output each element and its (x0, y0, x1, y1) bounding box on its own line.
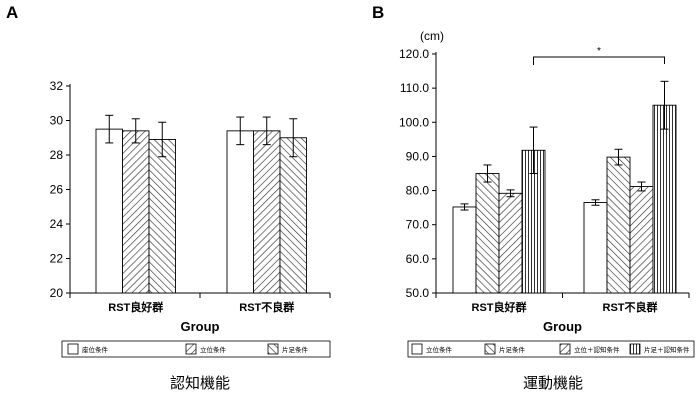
y-tick-label: 30 (50, 114, 64, 128)
bar (226, 130, 254, 294)
bar (279, 137, 307, 294)
bar (253, 130, 281, 294)
category-label: RST不良群 (603, 300, 658, 314)
y-tick-label: 100.0 (399, 115, 429, 129)
y-tick-label: 110.0 (400, 81, 429, 95)
legend-label: 片足条件 (499, 345, 526, 354)
significance-bracket (533, 56, 665, 65)
y-unit-label: (cm) (420, 29, 444, 43)
category-label: RST不良群 (239, 300, 294, 314)
bar (475, 173, 500, 294)
legend-swatch (629, 343, 641, 355)
legend-label: 座位条件 (82, 345, 109, 354)
legend-swatch (411, 343, 423, 355)
legend-label: 立位条件 (426, 345, 453, 354)
bar (583, 202, 608, 294)
y-tick-label: 26 (50, 183, 64, 197)
y-tick-label: 70.0 (406, 218, 430, 232)
y-tick-label: 50.0 (406, 286, 430, 300)
legend-swatch (185, 343, 197, 355)
legend-swatch (267, 343, 279, 355)
legend-label: 立位＋認知条件 (574, 345, 620, 354)
legend-swatch (484, 343, 496, 355)
panel-letter: A (6, 3, 18, 22)
legend-box (407, 340, 695, 358)
significance-marker: * (597, 46, 601, 57)
y-tick-label: 28 (50, 148, 64, 162)
bar (498, 192, 523, 294)
bar (652, 104, 677, 294)
y-tick-label: 80.0 (406, 184, 430, 198)
panel-caption: 認知機能 (170, 375, 230, 392)
category-label: RST良好群 (108, 300, 163, 314)
legend-swatch (559, 343, 571, 355)
panel-letter: B (372, 3, 384, 22)
panel-caption: 運動機能 (523, 375, 583, 392)
bar (629, 186, 654, 294)
x-axis-title: Group (181, 319, 220, 334)
y-tick-label: 90.0 (406, 149, 430, 163)
y-tick-label: 32 (50, 79, 64, 93)
panel-b-chart: B (cm) 50.0 60.0 70.0 80.0 90.0 100.0 110.0 120.0… (372, 3, 695, 392)
bar (122, 130, 150, 294)
legend-swatch (67, 343, 79, 355)
bar (452, 206, 477, 294)
bar (606, 156, 631, 294)
y-tick-label: 60.0 (406, 252, 430, 266)
bar (95, 128, 123, 294)
y-tick-label: 24 (50, 217, 64, 231)
bar (148, 139, 176, 294)
x-axis-title: Group (543, 319, 582, 334)
category-label: RST良好群 (472, 300, 527, 314)
legend-label: 片足条件 (282, 345, 309, 354)
legend-label: 立位条件 (200, 345, 227, 354)
y-tick-label: 120.0 (399, 47, 429, 61)
legend-label: 片足＋認知条件 (644, 345, 690, 354)
y-tick-label: 22 (50, 252, 64, 266)
panel-a-chart: A 20 22 24 26 28 30 32 RST良好群 RST不良群 Group 座位条件 立位条件… (6, 3, 331, 392)
y-tick-label: 20 (50, 286, 64, 300)
